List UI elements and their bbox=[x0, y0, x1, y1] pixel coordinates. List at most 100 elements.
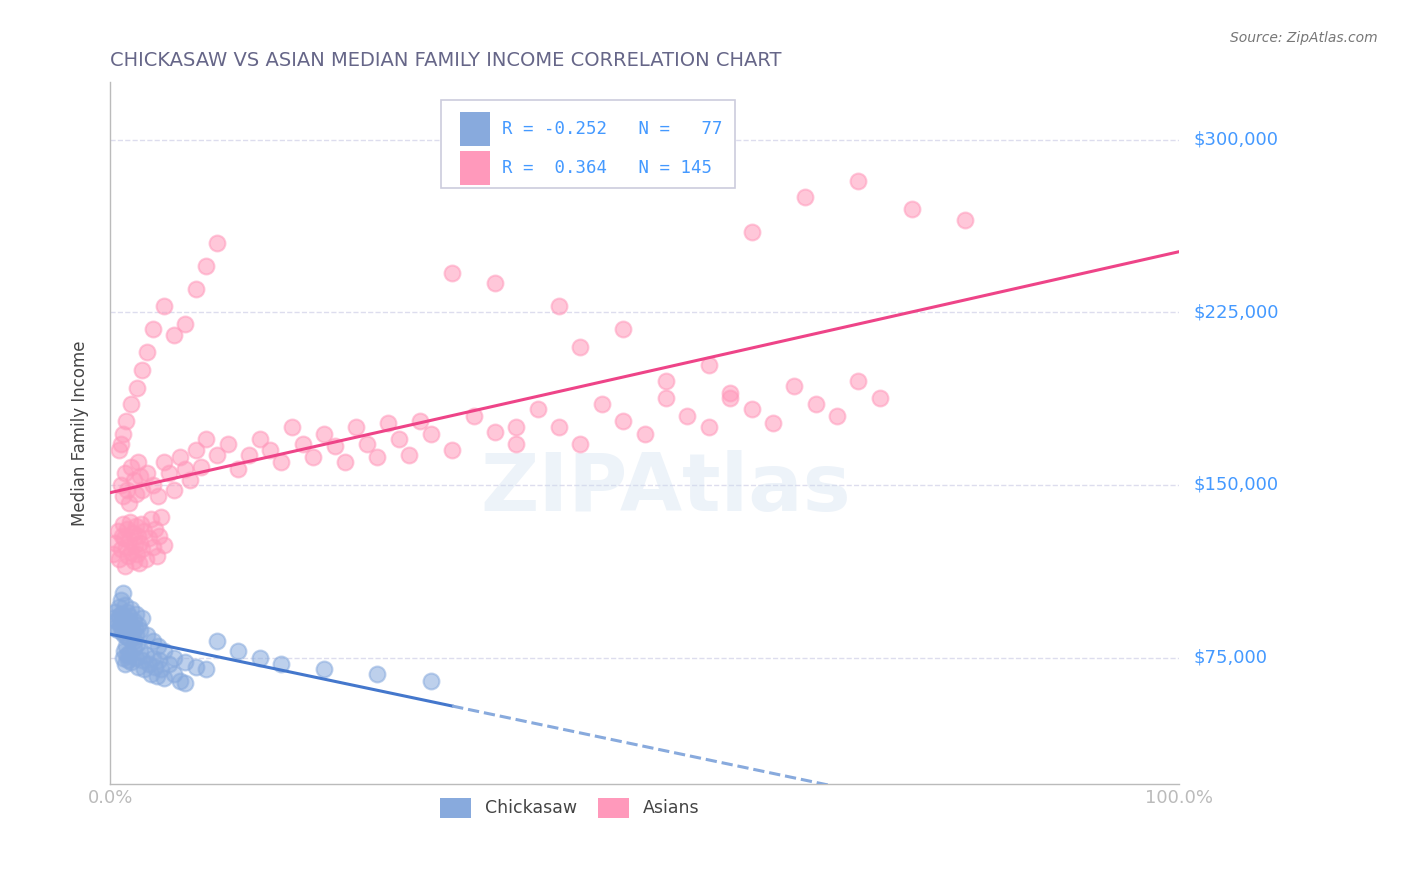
Point bbox=[120, 545, 142, 559]
Point bbox=[463, 409, 485, 423]
Point bbox=[115, 648, 138, 663]
Point bbox=[152, 671, 174, 685]
Text: $150,000: $150,000 bbox=[1194, 476, 1278, 494]
Point bbox=[120, 515, 142, 529]
Point bbox=[505, 436, 527, 450]
Point bbox=[138, 531, 160, 545]
Point bbox=[150, 510, 173, 524]
Point bbox=[409, 413, 432, 427]
Text: $225,000: $225,000 bbox=[1194, 303, 1278, 321]
Text: R =  0.364   N = 145: R = 0.364 N = 145 bbox=[502, 159, 713, 177]
Point bbox=[115, 639, 138, 653]
Point bbox=[107, 443, 129, 458]
FancyBboxPatch shape bbox=[441, 100, 735, 187]
Point bbox=[388, 432, 411, 446]
Point bbox=[718, 391, 741, 405]
Point bbox=[205, 236, 228, 251]
Point bbox=[111, 625, 134, 640]
Point bbox=[633, 427, 655, 442]
Point bbox=[174, 676, 197, 690]
Point bbox=[148, 490, 170, 504]
Point bbox=[484, 276, 506, 290]
Point bbox=[110, 542, 132, 557]
Point bbox=[120, 602, 142, 616]
Point bbox=[129, 623, 152, 637]
Point bbox=[139, 666, 162, 681]
Point bbox=[120, 632, 142, 647]
Text: R = -0.252   N =   77: R = -0.252 N = 77 bbox=[502, 120, 723, 138]
Point bbox=[131, 611, 153, 625]
Point bbox=[118, 646, 141, 660]
Point bbox=[195, 260, 218, 274]
Point bbox=[136, 467, 159, 481]
FancyBboxPatch shape bbox=[460, 151, 489, 185]
Point bbox=[157, 657, 180, 672]
Point bbox=[114, 611, 136, 625]
Point bbox=[111, 427, 134, 442]
Point bbox=[143, 522, 166, 536]
Point bbox=[741, 402, 763, 417]
Point bbox=[270, 455, 292, 469]
Point bbox=[441, 443, 464, 458]
Point bbox=[783, 379, 806, 393]
Point bbox=[142, 650, 165, 665]
Point bbox=[115, 522, 138, 536]
Point bbox=[129, 517, 152, 532]
Point bbox=[127, 659, 149, 673]
Point bbox=[335, 455, 357, 469]
Point bbox=[184, 443, 207, 458]
Point bbox=[115, 540, 138, 554]
Point bbox=[148, 528, 170, 542]
Point bbox=[131, 542, 153, 557]
Point bbox=[111, 517, 134, 532]
Point bbox=[143, 659, 166, 673]
Point bbox=[122, 554, 145, 568]
Point bbox=[112, 643, 135, 657]
Point bbox=[152, 643, 174, 657]
Point bbox=[115, 621, 138, 635]
Point bbox=[118, 623, 141, 637]
Point bbox=[190, 459, 212, 474]
Point bbox=[548, 420, 571, 434]
Point bbox=[142, 478, 165, 492]
Point bbox=[122, 614, 145, 628]
Point bbox=[195, 662, 218, 676]
Text: $75,000: $75,000 bbox=[1194, 648, 1267, 666]
Point bbox=[142, 634, 165, 648]
Point bbox=[146, 669, 169, 683]
Point bbox=[108, 618, 131, 632]
Point bbox=[112, 627, 135, 641]
Point bbox=[697, 420, 720, 434]
Point bbox=[205, 448, 228, 462]
Point bbox=[134, 524, 156, 538]
Point bbox=[419, 427, 441, 442]
Point bbox=[398, 448, 420, 462]
Point bbox=[655, 375, 678, 389]
Point bbox=[848, 375, 870, 389]
Point bbox=[114, 467, 136, 481]
Point bbox=[125, 381, 148, 395]
Point bbox=[591, 397, 613, 411]
Point bbox=[136, 344, 159, 359]
Point bbox=[114, 558, 136, 573]
Point bbox=[117, 614, 139, 628]
Point bbox=[129, 535, 152, 549]
Point bbox=[112, 531, 135, 545]
Point bbox=[377, 416, 399, 430]
Point bbox=[174, 462, 197, 476]
Point bbox=[107, 609, 129, 624]
Point bbox=[117, 549, 139, 564]
Point bbox=[121, 526, 143, 541]
Point bbox=[312, 662, 335, 676]
Point bbox=[612, 413, 634, 427]
Point bbox=[163, 483, 186, 497]
Point bbox=[152, 538, 174, 552]
Point bbox=[128, 556, 150, 570]
Point bbox=[111, 586, 134, 600]
Point bbox=[118, 496, 141, 510]
Point bbox=[148, 639, 170, 653]
Point bbox=[104, 605, 127, 619]
Point bbox=[718, 386, 741, 401]
Point bbox=[110, 478, 132, 492]
Point bbox=[127, 618, 149, 632]
